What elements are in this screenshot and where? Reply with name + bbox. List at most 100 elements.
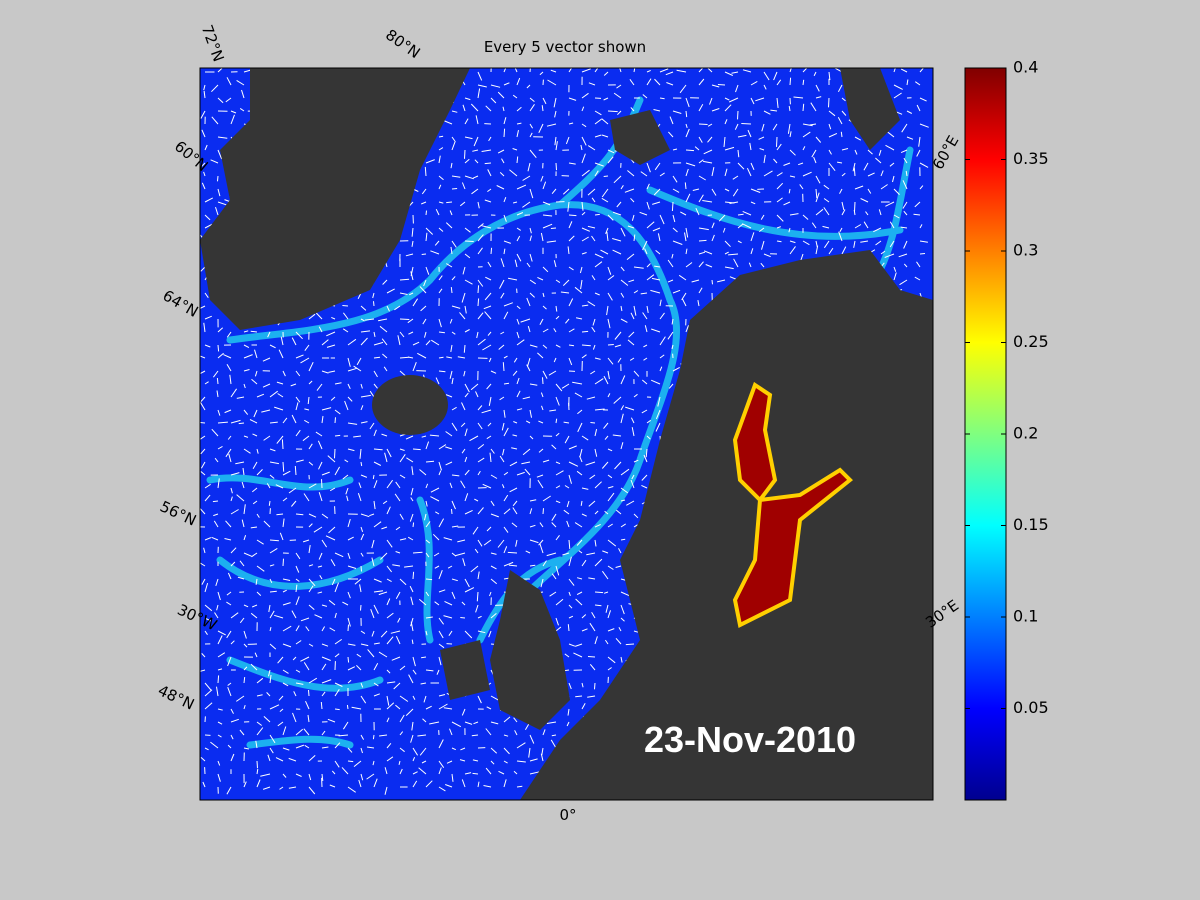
vector bbox=[653, 109, 661, 112]
vector bbox=[342, 312, 349, 320]
vector bbox=[624, 188, 635, 193]
vector bbox=[537, 276, 544, 281]
vector bbox=[562, 188, 570, 195]
vector bbox=[529, 235, 532, 242]
vector bbox=[308, 564, 314, 567]
vector bbox=[529, 771, 540, 775]
vector bbox=[373, 448, 383, 451]
vector bbox=[815, 192, 820, 203]
vector bbox=[528, 747, 531, 758]
vector bbox=[646, 69, 651, 73]
vector bbox=[644, 325, 648, 333]
vector bbox=[581, 435, 589, 441]
vector bbox=[217, 708, 223, 711]
vector bbox=[457, 539, 466, 543]
vector bbox=[503, 561, 514, 567]
vector bbox=[334, 742, 341, 749]
vector bbox=[589, 622, 596, 632]
vector bbox=[822, 225, 830, 229]
vector bbox=[564, 485, 570, 489]
vector bbox=[497, 539, 505, 548]
vector bbox=[802, 131, 811, 138]
vector bbox=[203, 547, 206, 554]
vector bbox=[642, 94, 648, 99]
vector bbox=[802, 79, 805, 86]
vector bbox=[594, 253, 604, 259]
vector bbox=[654, 78, 661, 86]
vector bbox=[308, 677, 318, 684]
vector bbox=[200, 266, 206, 272]
vector bbox=[549, 591, 557, 597]
vector bbox=[563, 421, 570, 424]
vector bbox=[373, 693, 380, 697]
vector bbox=[404, 565, 414, 568]
vector bbox=[360, 383, 363, 389]
vector bbox=[604, 639, 609, 645]
date-label: 23-Nov-2010 bbox=[644, 719, 856, 760]
vector bbox=[828, 123, 832, 130]
vector bbox=[243, 504, 246, 515]
vector bbox=[461, 708, 466, 716]
vector bbox=[228, 453, 232, 463]
vector bbox=[483, 305, 492, 310]
vector bbox=[906, 136, 914, 140]
vector bbox=[672, 175, 678, 183]
colorbar-tick-label: 0.1 bbox=[1013, 607, 1038, 626]
vector bbox=[711, 222, 715, 229]
vector bbox=[341, 767, 349, 775]
vector bbox=[373, 604, 379, 614]
vector bbox=[893, 68, 896, 73]
vector bbox=[555, 432, 560, 437]
vector bbox=[464, 469, 470, 476]
vector bbox=[919, 253, 926, 255]
vector bbox=[256, 513, 260, 518]
vector bbox=[425, 266, 430, 275]
vector bbox=[919, 185, 924, 190]
vector bbox=[217, 68, 223, 73]
vector bbox=[276, 435, 284, 444]
vector bbox=[605, 227, 609, 234]
vector bbox=[878, 149, 882, 156]
vector bbox=[607, 667, 612, 671]
vector bbox=[580, 144, 583, 151]
vector bbox=[269, 626, 272, 632]
vector bbox=[227, 572, 232, 580]
vector bbox=[568, 221, 573, 229]
vector bbox=[607, 393, 611, 398]
vector bbox=[590, 422, 596, 424]
vector bbox=[503, 526, 509, 533]
vector bbox=[567, 246, 570, 255]
vector bbox=[356, 653, 362, 658]
vector bbox=[577, 409, 583, 415]
vector bbox=[503, 382, 510, 385]
vector bbox=[204, 292, 209, 298]
vector bbox=[574, 392, 583, 398]
vector bbox=[383, 366, 388, 372]
vector bbox=[211, 536, 219, 541]
vector bbox=[568, 604, 573, 609]
vector bbox=[542, 97, 547, 105]
vector bbox=[684, 182, 687, 190]
vector bbox=[334, 612, 337, 619]
vector bbox=[243, 354, 253, 359]
vector bbox=[282, 773, 287, 778]
vector bbox=[575, 598, 583, 606]
vector bbox=[659, 336, 666, 346]
vector bbox=[854, 136, 862, 141]
vector bbox=[823, 184, 830, 190]
vector bbox=[542, 214, 553, 217]
vector bbox=[347, 518, 351, 528]
vector bbox=[548, 370, 557, 376]
vector bbox=[783, 201, 791, 206]
vector bbox=[204, 494, 211, 502]
vector bbox=[291, 414, 297, 424]
vector bbox=[698, 261, 704, 268]
vector bbox=[568, 682, 572, 690]
vector bbox=[875, 240, 882, 246]
colorbar-tick-label: 0.35 bbox=[1013, 149, 1049, 168]
vector bbox=[581, 344, 591, 347]
vector bbox=[502, 448, 505, 456]
vector bbox=[331, 578, 336, 586]
vector bbox=[461, 779, 466, 788]
vector bbox=[587, 656, 596, 658]
